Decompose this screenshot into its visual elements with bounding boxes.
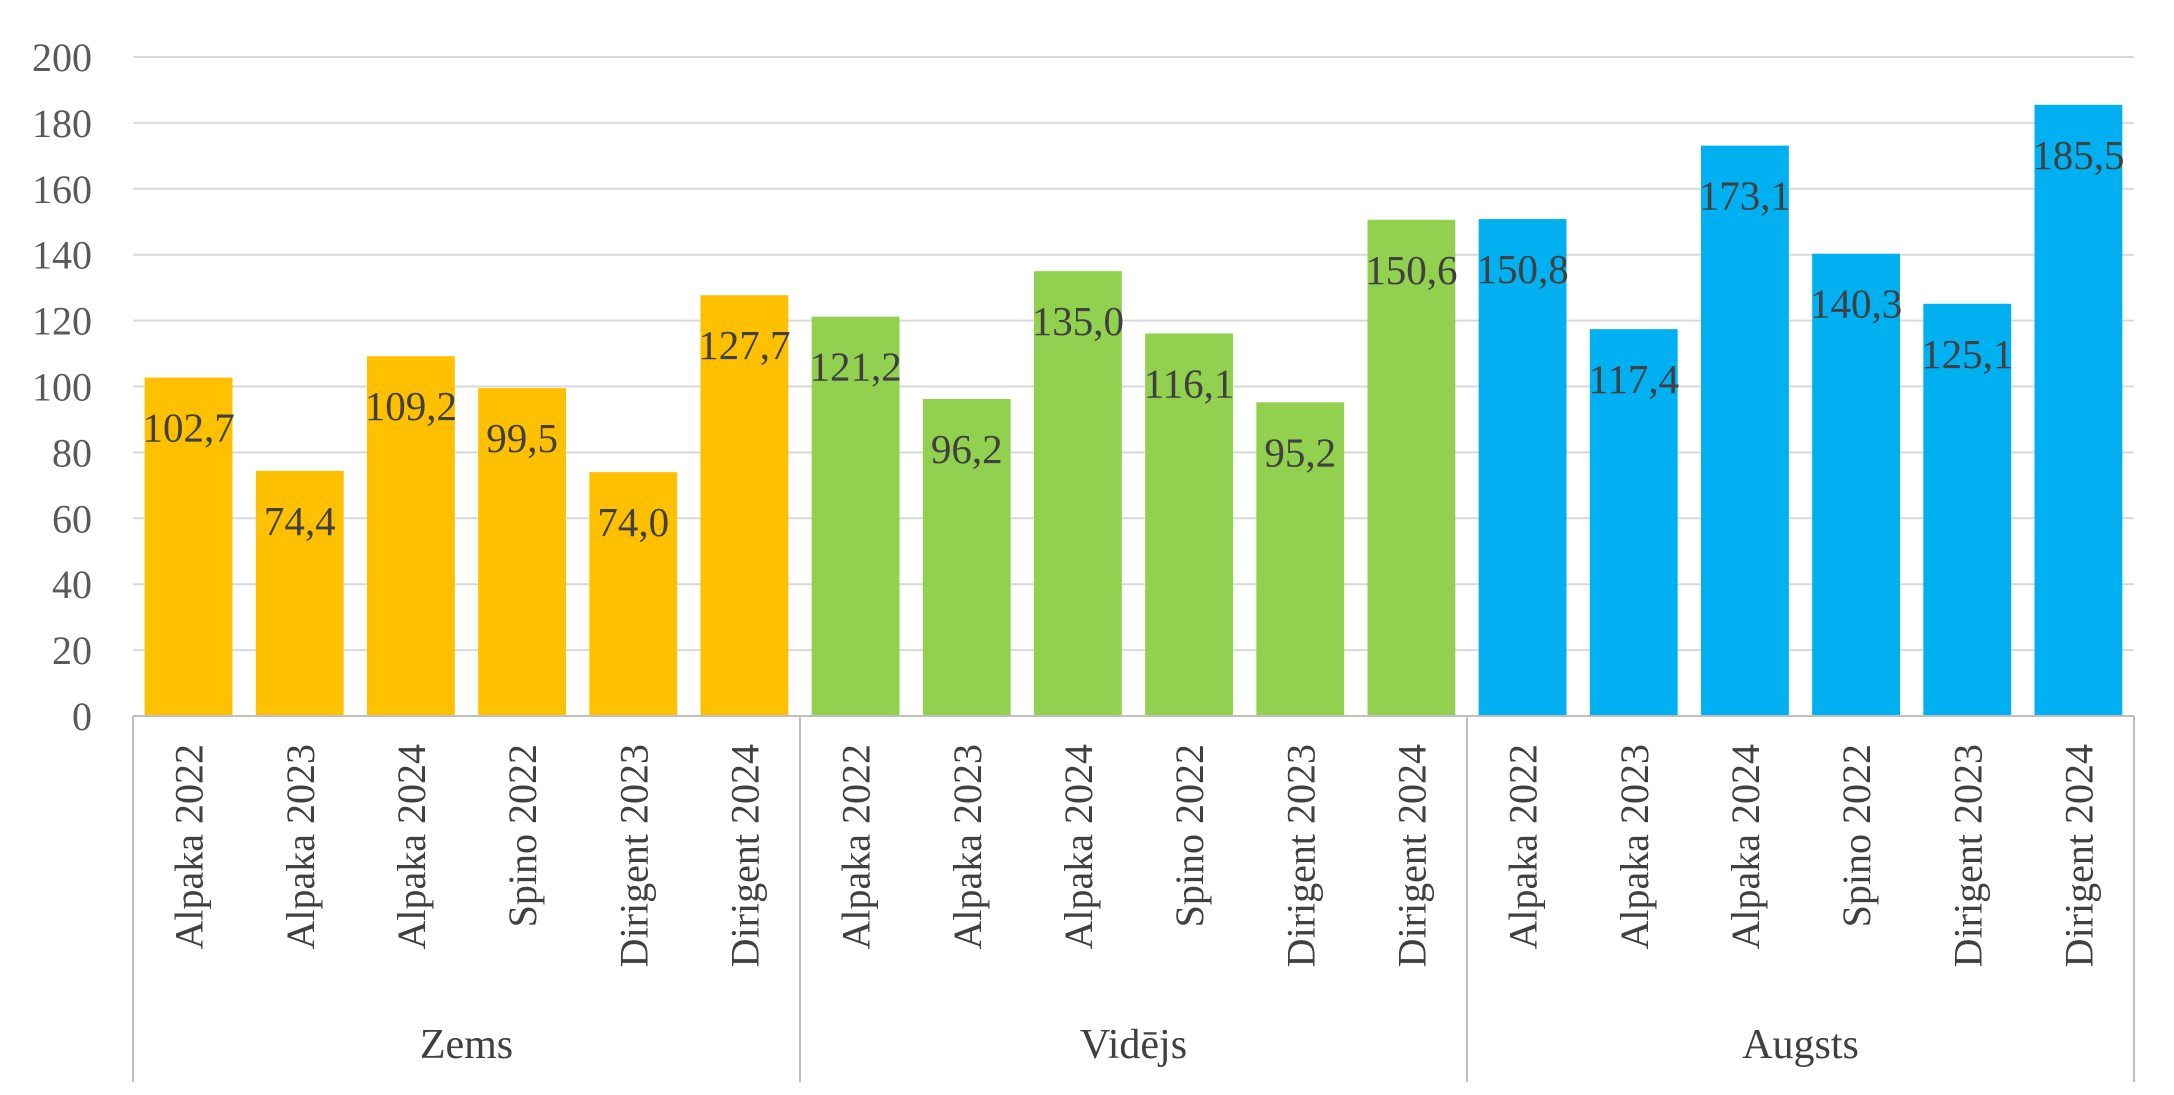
category-label: Alpaka 2024 bbox=[389, 744, 434, 950]
data-label: 74,4 bbox=[264, 498, 336, 544]
data-label: 185,5 bbox=[2032, 132, 2124, 178]
bar bbox=[1812, 253, 1900, 717]
category-label: Spino 2022 bbox=[1834, 744, 1879, 927]
y-tick-label: 60 bbox=[52, 496, 92, 541]
data-label: 121,2 bbox=[809, 344, 901, 390]
bar bbox=[2034, 104, 2123, 717]
category-label: Dirigent 2024 bbox=[2056, 744, 2101, 967]
group-label: Vidējs bbox=[1080, 1022, 1187, 1068]
bar bbox=[922, 399, 1011, 716]
data-label: 173,1 bbox=[1699, 173, 1791, 219]
y-tick-label: 180 bbox=[32, 101, 92, 146]
y-tick-label: 80 bbox=[52, 430, 92, 475]
bar bbox=[144, 377, 233, 716]
data-label: 74,0 bbox=[597, 499, 669, 545]
category-label: Spino 2022 bbox=[1167, 744, 1212, 927]
data-label: 150,8 bbox=[1476, 246, 1568, 292]
data-label: 96,2 bbox=[931, 426, 1003, 472]
data-label: 109,2 bbox=[365, 383, 457, 429]
data-label: 116,1 bbox=[1144, 360, 1235, 406]
bar bbox=[1367, 219, 1456, 716]
category-label: Dirigent 2023 bbox=[611, 744, 656, 967]
data-label: 99,5 bbox=[486, 415, 558, 461]
y-tick-label: 100 bbox=[32, 365, 92, 410]
data-label: 150,6 bbox=[1365, 247, 1457, 293]
bar bbox=[811, 316, 900, 716]
y-tick-label: 200 bbox=[32, 35, 92, 80]
bar bbox=[1701, 145, 1789, 716]
category-label: Alpaka 2022 bbox=[834, 744, 879, 950]
y-tick-label: 0 bbox=[72, 694, 92, 739]
bar bbox=[1478, 219, 1567, 716]
category-label: Spino 2022 bbox=[500, 744, 545, 927]
data-label: 95,2 bbox=[1264, 429, 1336, 475]
data-label: 125,1 bbox=[1921, 331, 2013, 377]
category-label: Alpaka 2023 bbox=[945, 744, 990, 950]
bar bbox=[700, 295, 789, 716]
y-tick-label: 20 bbox=[52, 628, 92, 673]
category-label: Dirigent 2024 bbox=[722, 744, 767, 967]
category-label: Alpaka 2022 bbox=[167, 744, 212, 950]
category-label: Alpaka 2024 bbox=[1723, 744, 1768, 950]
group-label: Augsts bbox=[1742, 1022, 1859, 1068]
category-label: Dirigent 2024 bbox=[1389, 744, 1434, 967]
bar bbox=[1256, 402, 1345, 716]
data-label: 135,0 bbox=[1032, 298, 1124, 344]
data-label: 102,7 bbox=[142, 405, 234, 451]
bar bbox=[367, 356, 455, 716]
data-label: 117,4 bbox=[1588, 356, 1679, 402]
category-label: Alpaka 2023 bbox=[278, 744, 323, 950]
bar bbox=[1145, 333, 1233, 716]
y-tick-label: 140 bbox=[32, 233, 92, 278]
group-label: Zems bbox=[420, 1022, 513, 1068]
category-label: Dirigent 2023 bbox=[1278, 744, 1323, 967]
category-label: Alpaka 2023 bbox=[1612, 744, 1657, 950]
y-tick-label: 160 bbox=[32, 167, 92, 212]
bar bbox=[1923, 303, 2012, 716]
bar bbox=[1589, 329, 1678, 716]
y-tick-label: 120 bbox=[32, 299, 92, 344]
bar bbox=[255, 470, 344, 716]
category-label: Dirigent 2023 bbox=[1945, 744, 1990, 967]
y-tick-label: 40 bbox=[52, 562, 92, 607]
data-label: 140,3 bbox=[1810, 281, 1902, 327]
data-label: 127,7 bbox=[698, 322, 790, 368]
category-label: Alpaka 2024 bbox=[1056, 744, 1101, 950]
category-label: Alpaka 2022 bbox=[1501, 744, 1546, 950]
bar bbox=[589, 472, 678, 716]
bar bbox=[478, 388, 566, 716]
bar bbox=[1034, 271, 1122, 716]
